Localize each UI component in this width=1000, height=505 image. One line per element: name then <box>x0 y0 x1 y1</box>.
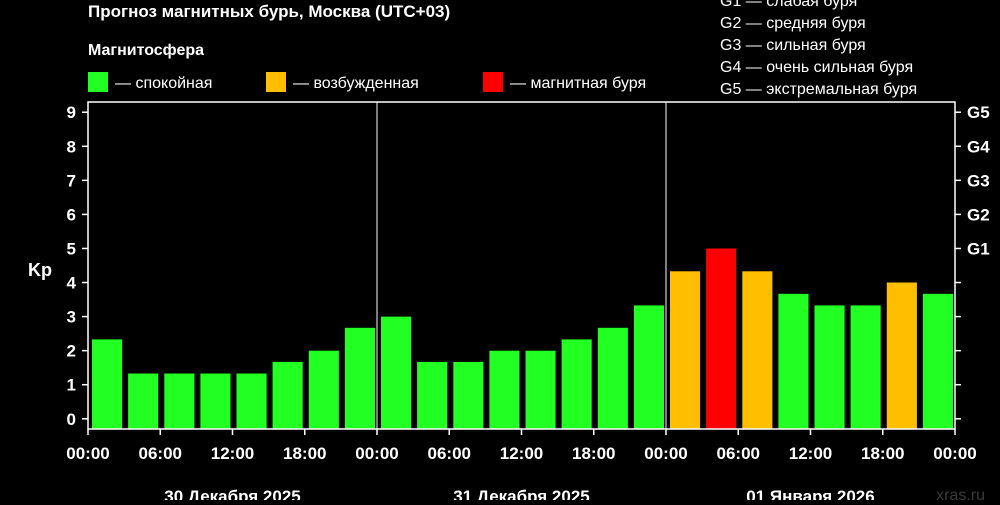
bar-19 <box>778 293 809 429</box>
g-legend-item-g2: G2 — средняя буря <box>720 15 866 32</box>
g-tick-label-g5: G5 <box>967 103 990 122</box>
bar-11 <box>489 350 520 429</box>
day-label-2: 01 Января 2026 <box>746 487 874 500</box>
bar-22 <box>886 282 917 429</box>
chart-title: Прогноз магнитных бурь, Москва (UTC+03) <box>88 2 450 21</box>
x-tick-label-8: 00:00 <box>644 444 687 463</box>
legend-label-active: — возбужденная <box>293 75 419 92</box>
legend-swatch-quiet <box>88 72 108 92</box>
bar-1 <box>128 373 159 429</box>
bar-8 <box>381 316 412 429</box>
x-tick-label-7: 18:00 <box>572 444 615 463</box>
legend-label-quiet: — спокойная <box>115 75 212 92</box>
g-legend-item-g1: G1 — слабая буря <box>720 0 857 10</box>
bar-14 <box>597 327 628 429</box>
y-tick-label-7: 7 <box>67 171 76 190</box>
x-tick-label-6: 12:00 <box>500 444 543 463</box>
day-label-1: 31 Декабря 2025 <box>453 487 590 500</box>
bar-13 <box>561 339 592 429</box>
x-tick-label-4: 00:00 <box>355 444 398 463</box>
x-tick-label-10: 12:00 <box>789 444 832 463</box>
legend-label-storm: — магнитная буря <box>510 75 646 92</box>
bar-21 <box>850 305 881 429</box>
legend-items: — спокойная — возбужденная — магнитная бур… <box>88 72 646 92</box>
x-tick-label-9: 06:00 <box>717 444 760 463</box>
x-tick-label-3: 18:00 <box>283 444 326 463</box>
y-tick-label-9: 9 <box>67 103 76 122</box>
watermark: xras.ru <box>936 487 985 500</box>
g-tick-label-g3: G3 <box>967 171 990 190</box>
x-tick-label-0: 00:00 <box>66 444 109 463</box>
bar-7 <box>344 327 375 429</box>
bar-0 <box>92 339 123 429</box>
bar-12 <box>525 350 556 429</box>
bar-2 <box>164 373 195 429</box>
x-tick-label-2: 12:00 <box>211 444 254 463</box>
y-tick-label-5: 5 <box>67 239 76 258</box>
y-tick-label-3: 3 <box>67 308 76 327</box>
bar-20 <box>814 305 845 429</box>
bar-18 <box>742 271 773 429</box>
bar-17 <box>706 248 737 429</box>
bar-23 <box>922 293 953 429</box>
y-axis-label: Kp <box>28 260 52 280</box>
g-scale-legend: G1 — слабая буря G2 — средняя буря G3 — си… <box>720 0 917 98</box>
y-tick-label-6: 6 <box>67 205 76 224</box>
legend-swatch-storm <box>483 72 503 92</box>
y-tick-label-8: 8 <box>67 137 76 156</box>
x-tick-label-1: 06:00 <box>139 444 182 463</box>
legend-title: Магнитосфера <box>88 42 204 59</box>
g-tick-label-g2: G2 <box>967 205 990 224</box>
bar-9 <box>417 361 448 429</box>
g-tick-label-g1: G1 <box>967 239 990 258</box>
y-tick-label-0: 0 <box>67 410 76 429</box>
x-tick-label-11: 18:00 <box>861 444 904 463</box>
g-legend-item-g3: G3 — сильная буря <box>720 37 866 54</box>
bar-15 <box>633 305 664 429</box>
g-legend-item-g5: G5 — экстремальная буря <box>720 81 917 98</box>
bar-6 <box>308 350 339 429</box>
y-tick-label-4: 4 <box>67 274 77 293</box>
bar-3 <box>200 373 231 429</box>
bar-10 <box>453 361 484 429</box>
x-tick-label-5: 06:00 <box>428 444 471 463</box>
legend-swatch-active <box>266 72 286 92</box>
g-legend-item-g4: G4 — очень сильная буря <box>720 59 913 76</box>
plot-area: 0 1 2 3 4 5 6 7 8 9 G1 G2 G3 G4 G5 00:00 06:00 12:00 18:00… <box>66 101 990 505</box>
y-tick-label-1: 1 <box>67 376 76 395</box>
bar-5 <box>272 361 303 429</box>
x-tick-label-12: 00:00 <box>933 444 976 463</box>
y-tick-label-2: 2 <box>67 342 76 361</box>
bar-4 <box>236 373 267 429</box>
bar-16 <box>670 271 701 429</box>
day-label-0: 30 Декабря 2025 <box>164 487 301 500</box>
g-tick-label-g4: G4 <box>967 137 990 156</box>
